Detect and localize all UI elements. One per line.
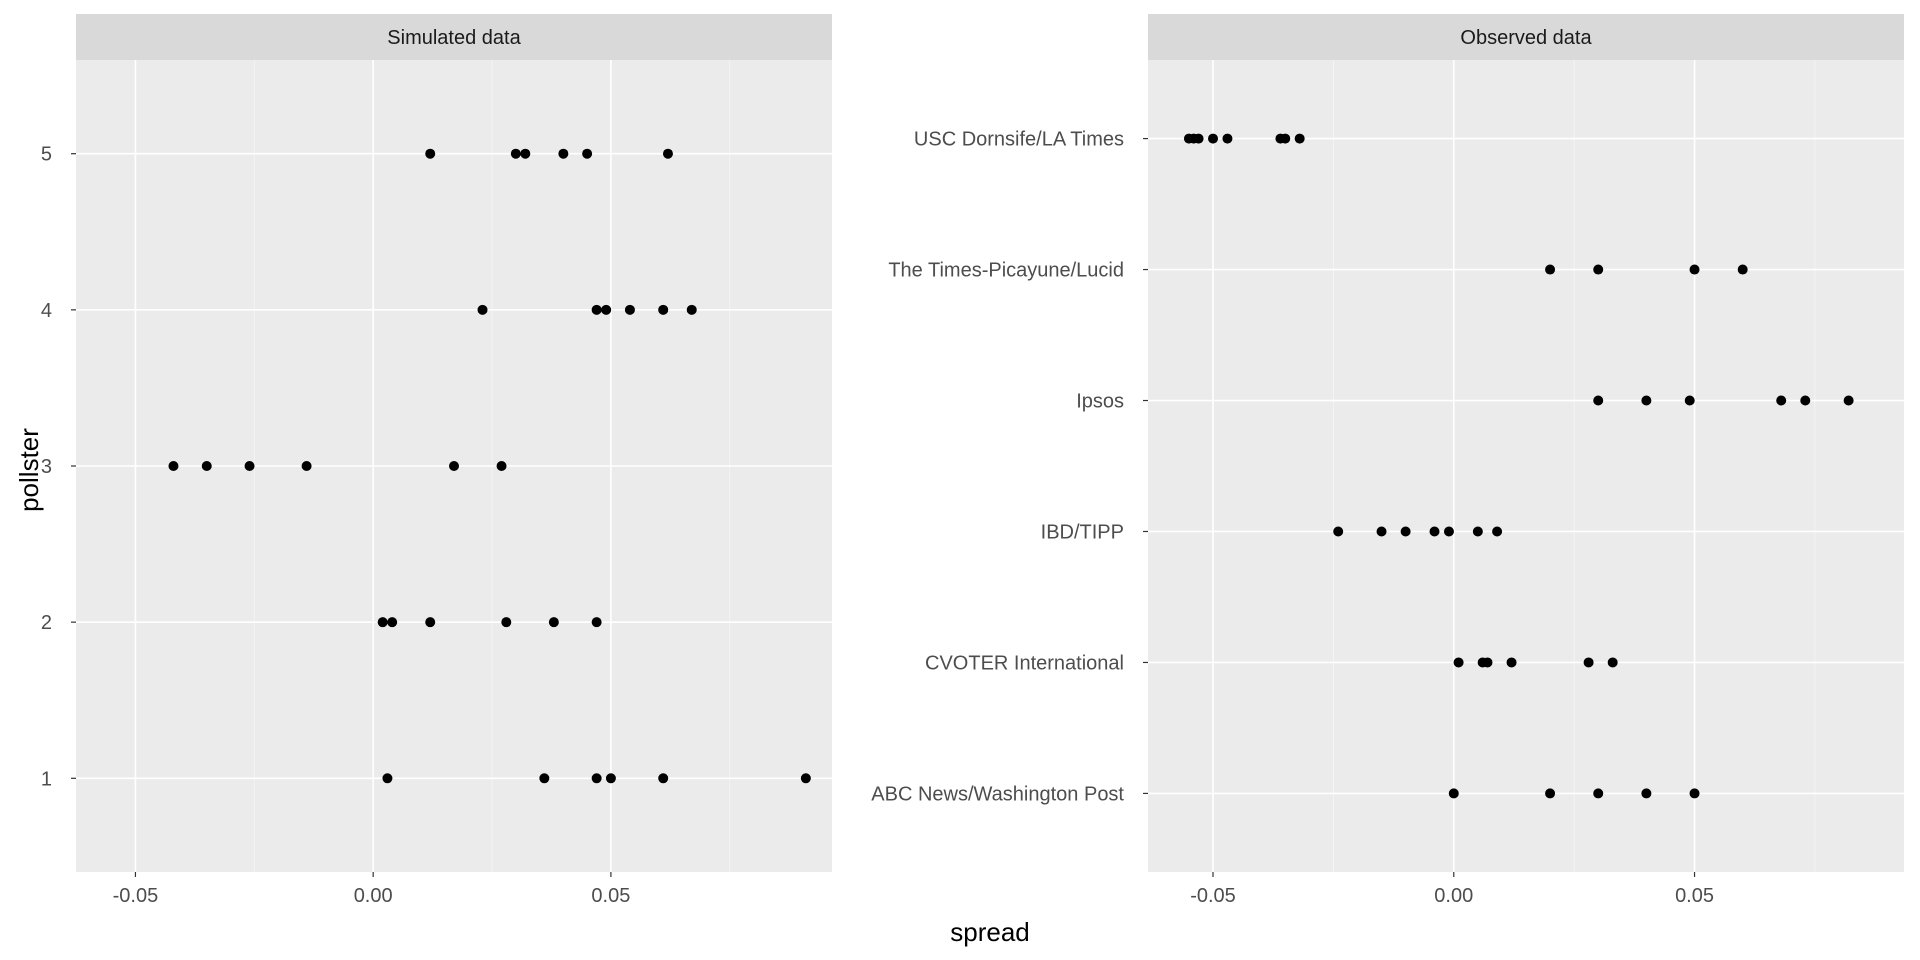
data-point <box>1689 788 1700 799</box>
data-point <box>501 617 512 628</box>
data-point <box>425 617 436 628</box>
data-point <box>601 304 612 315</box>
data-point <box>1641 395 1652 406</box>
data-point <box>1193 133 1204 144</box>
data-point <box>558 148 569 159</box>
data-point <box>382 773 393 784</box>
x-tick-label: -0.05 <box>1190 885 1236 907</box>
data-point <box>1453 657 1464 668</box>
data-point <box>244 461 255 471</box>
data-point <box>686 304 697 315</box>
data-point <box>496 461 507 471</box>
data-point <box>1472 526 1483 537</box>
data-point <box>1400 526 1411 537</box>
data-point <box>591 773 602 784</box>
data-point <box>1737 264 1748 275</box>
data-point <box>624 304 635 315</box>
x-axis-title: spread <box>950 917 1030 947</box>
data-point <box>1208 133 1219 144</box>
data-point <box>520 148 531 159</box>
y-tick-label: CVOTER International <box>925 652 1124 674</box>
data-point <box>605 773 616 784</box>
x-tick-label: -0.05 <box>113 885 159 907</box>
data-point <box>1443 526 1454 537</box>
data-point <box>1429 526 1440 537</box>
data-point <box>1545 264 1556 275</box>
x-tick-label: 0.00 <box>354 885 393 907</box>
y-tick-label: ABC News/Washington Post <box>871 783 1124 805</box>
data-point <box>477 304 488 315</box>
data-point <box>1607 657 1618 668</box>
y-tick-label: 1 <box>41 768 52 790</box>
data-point <box>582 148 593 159</box>
data-point <box>591 617 602 628</box>
facet-strip <box>1148 14 1904 60</box>
y-tick-label: IBD/TIPP <box>1041 521 1124 543</box>
data-point <box>658 773 669 784</box>
data-point <box>1800 395 1811 406</box>
data-point <box>1376 526 1387 537</box>
data-point <box>168 461 179 471</box>
panel-background <box>1148 60 1904 872</box>
data-point <box>387 617 398 628</box>
data-point <box>548 617 559 628</box>
y-tick-label: 5 <box>41 144 52 166</box>
data-point <box>1583 657 1594 668</box>
data-point <box>591 304 602 315</box>
data-point <box>1545 788 1556 799</box>
data-point <box>1333 526 1344 537</box>
facet-strip-label: Simulated data <box>387 27 521 49</box>
data-point <box>1641 788 1652 799</box>
data-point <box>449 461 459 471</box>
data-point <box>1222 133 1233 144</box>
y-tick-label: The Times-Picayune/Lucid <box>888 260 1124 282</box>
data-point <box>1506 657 1517 668</box>
data-point <box>800 773 811 784</box>
y-tick-label: Ipsos <box>1076 391 1124 413</box>
data-point <box>1689 264 1700 275</box>
panel-simulated-data: Simulated data -0.05 0.00 0.05 1 2 3 4 5 <box>41 14 832 907</box>
x-tick-label: 0.00 <box>1434 885 1473 907</box>
panel-observed-data: Observed data -0.05 0.00 0.05 ABC News/Washi… <box>871 14 1904 907</box>
x-tick-label: 0.05 <box>1675 885 1714 907</box>
y-tick-label: USC Dornsife/LA Times <box>914 129 1124 151</box>
facet-strip-label: Observed data <box>1460 27 1592 49</box>
data-point <box>662 148 673 159</box>
data-point <box>1294 133 1305 144</box>
facet-strip <box>76 14 832 60</box>
data-point <box>377 617 388 628</box>
data-point <box>1482 657 1493 668</box>
y-tick-label: 4 <box>41 300 52 322</box>
data-point <box>1492 526 1503 537</box>
data-point <box>510 148 521 159</box>
data-point <box>425 148 436 159</box>
data-point <box>301 461 312 471</box>
y-tick-label: 3 <box>41 456 52 478</box>
data-point <box>1593 788 1604 799</box>
data-point <box>539 773 550 784</box>
x-tick-label: 0.05 <box>591 885 630 907</box>
data-point <box>201 461 212 471</box>
data-point <box>1593 264 1604 275</box>
data-point <box>1776 395 1787 406</box>
data-point <box>1280 133 1291 144</box>
data-point <box>1684 395 1695 406</box>
data-point <box>658 304 669 315</box>
y-tick-label: 2 <box>41 612 52 634</box>
data-point <box>1843 395 1854 406</box>
y-axis-title: pollster <box>14 428 44 512</box>
data-point <box>1593 395 1604 406</box>
data-point <box>1448 788 1459 799</box>
